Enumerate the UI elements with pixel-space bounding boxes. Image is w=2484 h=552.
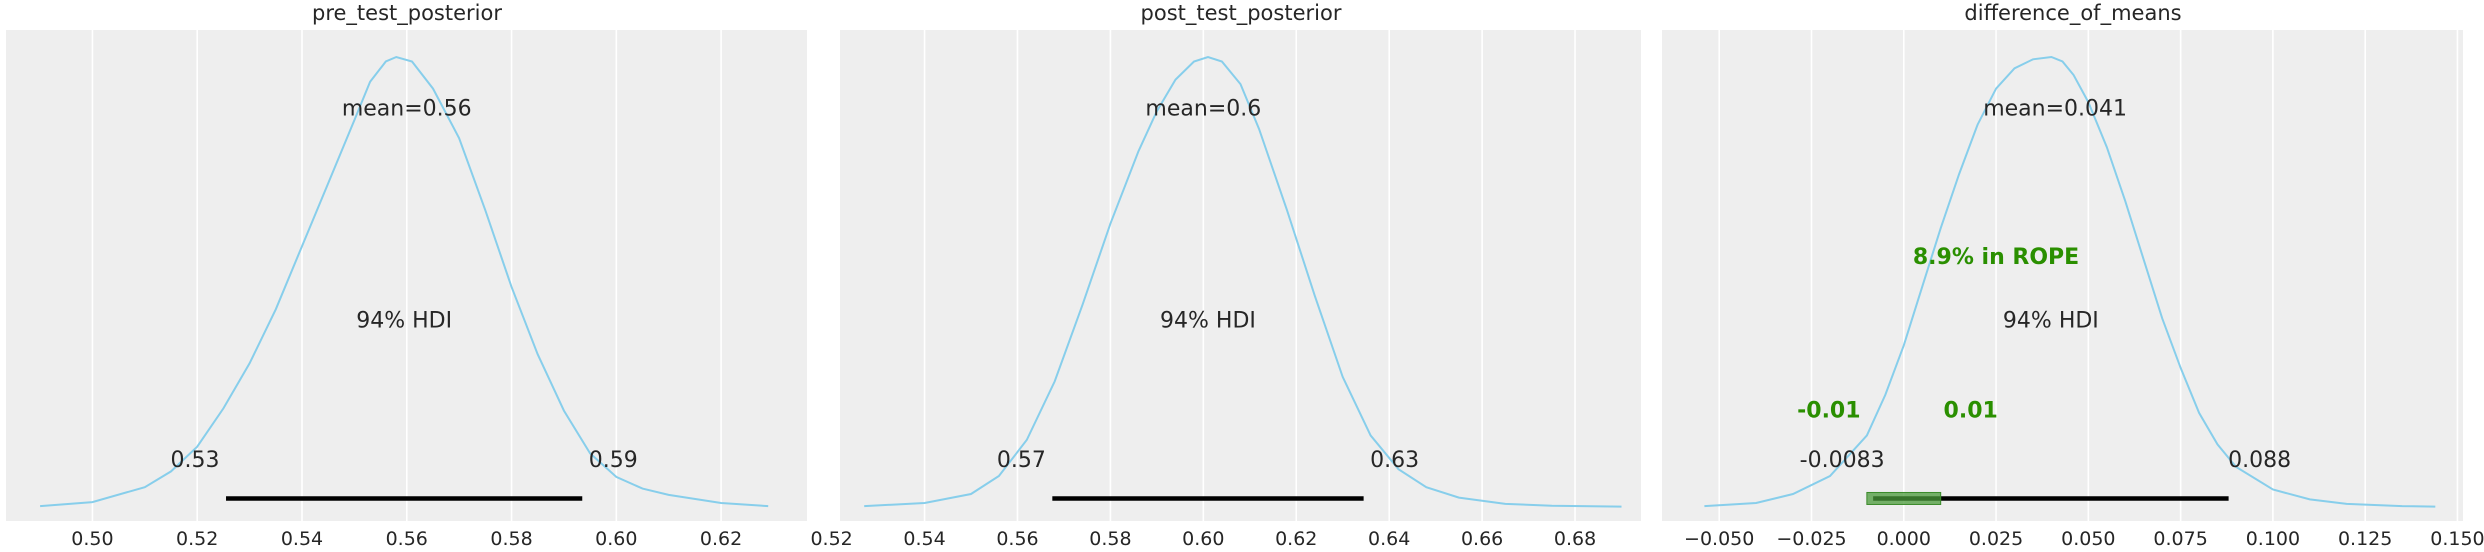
mean-label: mean=0.56 (342, 97, 472, 122)
gridlines (830, 30, 1576, 521)
density-curve (40, 55, 769, 508)
mean-label: mean=0.6 (1145, 97, 1261, 122)
x-tick-label: −0.050 (1684, 528, 1754, 550)
x-tick-label: 0.60 (1182, 528, 1224, 550)
panel-difference-of-means: difference_of_means −0.050 −0.025 0.000 0.0… (1662, 1, 2484, 550)
hdi-probability-label: 94% HDI (2003, 308, 2099, 333)
gridlines (1718, 30, 2459, 521)
x-axis: 0.52 0.54 0.56 0.58 0.60 0.62 0.64 0.66 0.68 (810, 528, 1596, 550)
x-tick-label: 0.56 (386, 528, 428, 550)
hdi-upper-label: 0.088 (2228, 448, 2291, 473)
x-tick-label: 0.68 (1554, 528, 1596, 550)
hdi-lower-label: 0.57 (997, 448, 1046, 473)
plot-background (1662, 30, 2463, 521)
panel-post-test-posterior: post_test_posterior 0.52 0.54 0.56 0.58 0.60… (810, 1, 1641, 550)
x-tick-label: 0.54 (903, 528, 945, 550)
hdi-upper-label: 0.59 (589, 448, 638, 473)
rope-upper-label: 0.01 (1944, 398, 1998, 423)
x-tick-label: 0.150 (2430, 528, 2484, 550)
x-tick-label: 0.58 (1089, 528, 1131, 550)
panel-title: difference_of_means (1964, 1, 2181, 26)
x-axis: −0.050 −0.025 0.000 0.025 0.050 0.075 0.100 0.1… (1684, 528, 2484, 550)
x-tick-label: 0.62 (700, 528, 742, 550)
x-tick-label: 0.125 (2338, 528, 2392, 550)
rope-percentage-label: 8.9% in ROPE (1913, 245, 2079, 270)
hdi-probability-label: 94% HDI (1160, 308, 1256, 333)
panel-title: post_test_posterior (1141, 1, 1342, 26)
x-tick-label: 0.000 (1877, 528, 1931, 550)
x-tick-label: 0.58 (490, 528, 532, 550)
x-tick-label: 0.025 (1969, 528, 2023, 550)
x-tick-label: 0.60 (595, 528, 637, 550)
density-curve (864, 55, 1622, 508)
x-tick-label: −0.025 (1776, 528, 1846, 550)
x-tick-label: 0.62 (1275, 528, 1317, 550)
density-curve (1704, 55, 2436, 508)
hdi-probability-label: 94% HDI (356, 308, 452, 333)
panel-title: pre_test_posterior (312, 1, 502, 26)
x-tick-label: 0.50 (71, 528, 113, 550)
x-tick-label: 0.52 (176, 528, 218, 550)
x-tick-label: 0.52 (810, 528, 852, 550)
x-tick-label: 0.050 (2061, 528, 2115, 550)
rope-band (1866, 491, 1942, 505)
hdi-lower-label: 0.53 (171, 448, 220, 473)
hdi-upper-label: 0.63 (1370, 448, 1419, 473)
x-tick-label: 0.64 (1368, 528, 1410, 550)
plot-background (840, 30, 1641, 521)
panel-pre-test-posterior: pre_test_posterior 0.50 0.52 0.54 0.56 0.58 0… (6, 1, 807, 550)
x-tick-label: 0.54 (281, 528, 323, 550)
x-tick-label: 0.100 (2246, 528, 2300, 550)
mean-label: mean=0.041 (1983, 97, 2127, 122)
x-tick-label: 0.075 (2153, 528, 2207, 550)
hdi-lower-label: -0.0083 (1800, 448, 1885, 473)
gridlines (91, 30, 722, 521)
x-tick-label: 0.56 (996, 528, 1038, 550)
rope-lower-label: -0.01 (1797, 398, 1860, 423)
x-tick-label: 0.66 (1461, 528, 1503, 550)
x-axis: 0.50 0.52 0.54 0.56 0.58 0.60 0.62 (71, 528, 742, 550)
